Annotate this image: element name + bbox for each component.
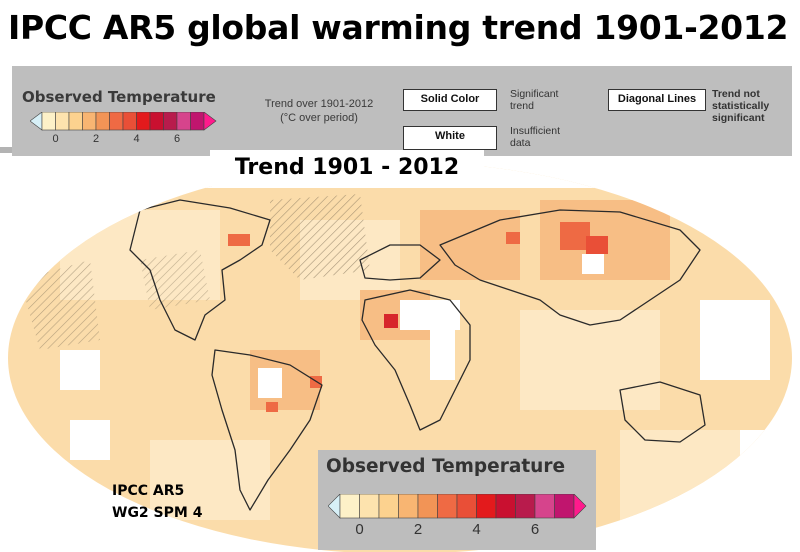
diagonal-lines-desc: Trend not statistically significant (712, 88, 769, 124)
map-cell (506, 232, 520, 244)
asia-outline (439, 209, 701, 326)
map-cell (700, 300, 770, 380)
scale-swatch (534, 494, 555, 519)
solid-desc-line2: trend (510, 100, 534, 112)
solid-color-desc: Significant trend (510, 88, 558, 112)
north-america-outline (129, 199, 271, 341)
scale-swatch (149, 112, 164, 131)
legend-title: Observed Temperature (22, 88, 216, 106)
scale-tick-label: 2 (414, 521, 422, 538)
scale-swatch (554, 494, 575, 519)
map-cell (582, 254, 604, 274)
hatched-region (20, 260, 100, 350)
scale-swatch (95, 112, 110, 131)
diag-desc-line3: significant (712, 112, 765, 124)
scale-swatch (41, 112, 56, 131)
scale-swatch (68, 112, 83, 131)
scale-swatch (495, 494, 516, 519)
scale-swatch (339, 494, 360, 519)
diag-desc-line2: statistically (712, 100, 770, 112)
scale-arrow-high (573, 494, 587, 519)
map-cell (70, 420, 110, 460)
scale-swatch (55, 112, 70, 131)
scale-arrow-high (203, 112, 217, 131)
white-desc-line1: Insufficient (510, 125, 561, 137)
scale-swatch (515, 494, 536, 519)
south-america-outline (211, 349, 323, 511)
scale-swatch (378, 494, 399, 519)
africa-outline (361, 289, 471, 431)
credit-line2: WG2 SPM 4 (112, 505, 203, 521)
scale-arrow-low (328, 494, 341, 519)
scale-arrow-low (30, 112, 43, 131)
solid-desc-line1: Significant (510, 88, 559, 100)
white-desc: Insufficient data (510, 125, 560, 149)
map-cell (266, 402, 278, 412)
map-cell (586, 236, 608, 254)
scale-swatch (456, 494, 477, 519)
hatched-region (270, 194, 370, 280)
scale-tick-label: 6 (174, 133, 180, 145)
hatched-region (140, 250, 210, 310)
scale-swatch (190, 112, 205, 131)
europe-outline (359, 244, 441, 281)
scale-tick-label: 6 (531, 521, 539, 538)
map-cell (420, 210, 520, 280)
page-title: IPCC AR5 global warming trend 1901-2012 (8, 8, 789, 47)
white-key: White (403, 126, 497, 150)
scale-swatch (476, 494, 497, 519)
scale-swatch (398, 494, 419, 519)
white-desc-line2: data (510, 137, 531, 149)
scale-swatch (176, 112, 191, 131)
map-cell (560, 222, 590, 250)
bottom-legend-title: Observed Temperature (326, 456, 566, 477)
map-cell (384, 314, 398, 328)
map-panel-title: Trend 1901 - 2012 (210, 150, 484, 186)
diag-desc-line1: Trend not (712, 88, 760, 100)
scale-tick-label: 0 (52, 133, 58, 145)
scale-swatch (122, 112, 137, 131)
australia-outline (619, 381, 706, 443)
legend-note-line1: Trend over 1901-2012 (264, 98, 374, 110)
bottom-legend-panel: Observed Temperature 0 2 4 6 (318, 450, 596, 550)
map-cell (740, 430, 780, 470)
credit-line1: IPCC AR5 (112, 483, 185, 499)
map-cell (228, 234, 250, 246)
scale-swatch (163, 112, 178, 131)
scale-swatch (136, 112, 151, 131)
scale-swatch (82, 112, 97, 131)
map-cell (60, 350, 100, 390)
scale-swatch (417, 494, 438, 519)
scale-tick-label: 2 (93, 133, 99, 145)
legend-note: Trend over 1901-2012 (°C over period) (244, 97, 394, 125)
divider (0, 147, 12, 153)
bottom-color-scale-bar: 0 2 4 6 (328, 494, 587, 538)
scale-tick-label: 4 (472, 521, 480, 538)
color-scale-bar: 0 2 4 6 (30, 112, 217, 145)
scale-swatch (437, 494, 458, 519)
map-cell (400, 300, 460, 330)
scale-tick-label: 0 (355, 521, 363, 538)
scale-swatch (359, 494, 380, 519)
scale-swatch (109, 112, 124, 131)
map-cell (150, 440, 270, 520)
legend-panel (12, 66, 792, 156)
source-credit: IPCC AR5 WG2 SPM 4 (112, 480, 202, 524)
map-cell (520, 310, 660, 410)
solid-color-key: Solid Color (403, 89, 497, 111)
map-cell (258, 368, 282, 398)
legend-note-line2: (°C over period) (280, 112, 358, 124)
map-cell (430, 330, 455, 380)
coastlines (129, 199, 706, 511)
scale-tick-label: 4 (133, 133, 139, 145)
diagonal-lines-key: Diagonal Lines (608, 89, 706, 111)
